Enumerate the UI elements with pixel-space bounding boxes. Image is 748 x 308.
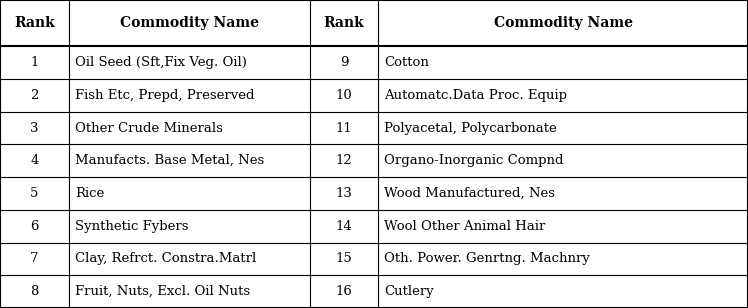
- Text: Cutlery: Cutlery: [384, 285, 435, 298]
- Text: 9: 9: [340, 56, 349, 69]
- Text: 2: 2: [30, 89, 39, 102]
- Text: Fish Etc, Prepd, Preserved: Fish Etc, Prepd, Preserved: [75, 89, 254, 102]
- Text: Synthetic Fybers: Synthetic Fybers: [75, 220, 188, 233]
- Text: 8: 8: [30, 285, 39, 298]
- Text: Clay, Refrct. Constra.Matrl: Clay, Refrct. Constra.Matrl: [75, 253, 256, 265]
- Text: 7: 7: [30, 253, 39, 265]
- Text: Rice: Rice: [75, 187, 104, 200]
- Text: Automatc.Data Proc. Equip: Automatc.Data Proc. Equip: [384, 89, 568, 102]
- Text: 14: 14: [336, 220, 352, 233]
- Text: 11: 11: [336, 122, 352, 135]
- Text: 1: 1: [30, 56, 39, 69]
- Text: Oil Seed (Sft,Fix Veg. Oil): Oil Seed (Sft,Fix Veg. Oil): [75, 56, 247, 69]
- Text: Wool Other Animal Hair: Wool Other Animal Hair: [384, 220, 546, 233]
- Text: 5: 5: [30, 187, 39, 200]
- Text: Oth. Power. Genrtng. Machnry: Oth. Power. Genrtng. Machnry: [384, 253, 590, 265]
- Text: 16: 16: [336, 285, 352, 298]
- Text: Manufacts. Base Metal, Nes: Manufacts. Base Metal, Nes: [75, 154, 264, 167]
- Text: 13: 13: [336, 187, 352, 200]
- Text: 6: 6: [30, 220, 39, 233]
- Text: 12: 12: [336, 154, 352, 167]
- Text: Organo-Inorganic Compnd: Organo-Inorganic Compnd: [384, 154, 564, 167]
- Text: Other Crude Minerals: Other Crude Minerals: [75, 122, 223, 135]
- Text: Cotton: Cotton: [384, 56, 429, 69]
- Text: Wood Manufactured, Nes: Wood Manufactured, Nes: [384, 187, 556, 200]
- Text: Rank: Rank: [14, 16, 55, 30]
- Text: Commodity Name: Commodity Name: [494, 16, 633, 30]
- Text: 4: 4: [30, 154, 39, 167]
- Text: 15: 15: [336, 253, 352, 265]
- Text: 10: 10: [336, 89, 352, 102]
- Text: Polyacetal, Polycarbonate: Polyacetal, Polycarbonate: [384, 122, 557, 135]
- Text: 3: 3: [30, 122, 39, 135]
- Text: Fruit, Nuts, Excl. Oil Nuts: Fruit, Nuts, Excl. Oil Nuts: [75, 285, 250, 298]
- Text: Commodity Name: Commodity Name: [120, 16, 259, 30]
- Text: Rank: Rank: [324, 16, 364, 30]
